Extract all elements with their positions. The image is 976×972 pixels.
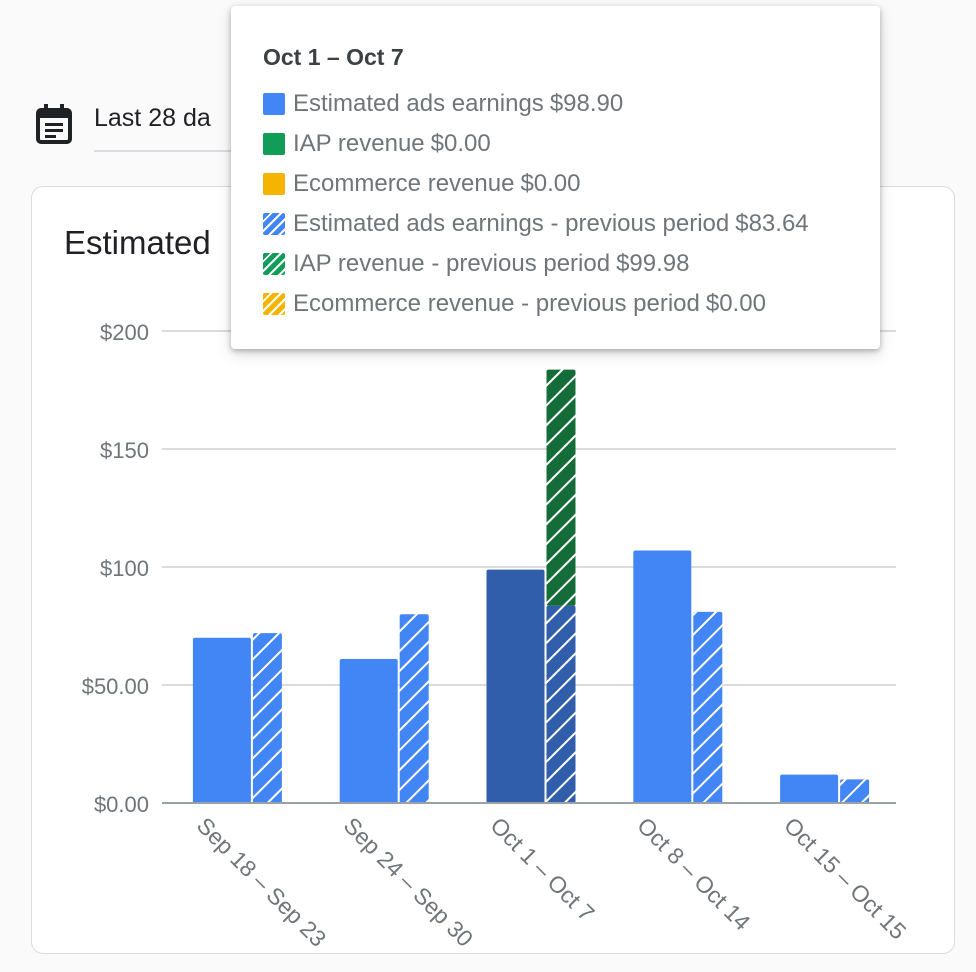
x-tick-label: Oct 15 – Oct 15 [779, 812, 911, 944]
y-tick-label: $0.00 [94, 792, 149, 817]
bar-previous [399, 614, 429, 803]
x-tick-label: Oct 1 – Oct 7 [485, 812, 599, 926]
bar-previous [546, 605, 576, 803]
bar-current [486, 569, 545, 803]
bar-current [339, 659, 398, 803]
tooltip-row-label: Estimated ads earnings - previous period [293, 210, 730, 237]
tooltip-row-value: $0.00 [520, 170, 581, 197]
x-tick-label: Sep 18 – Sep 23 [192, 812, 332, 952]
legend-swatch [263, 173, 285, 195]
legend-swatch [263, 133, 285, 155]
date-range-label[interactable]: Last 28 da [94, 104, 211, 132]
date-range-underline [94, 150, 294, 152]
bar-previous [693, 611, 723, 803]
tooltip-row: Ecommerce revenue $0.00 [263, 164, 880, 204]
tooltip-row-label: Estimated ads earnings [293, 90, 544, 117]
date-range-selector[interactable]: Last 28 da [36, 104, 294, 154]
bar-current [633, 550, 692, 803]
chart-tooltip: Oct 1 – Oct 7 Estimated ads earnings $98.… [231, 6, 880, 349]
tooltip-row-label: Ecommerce revenue - previous period [293, 290, 700, 317]
tooltip-row-value: $83.64 [735, 210, 809, 237]
tooltip-row: IAP revenue $0.00 [263, 124, 880, 164]
tooltip-title: Oct 1 – Oct 7 [263, 44, 404, 70]
tooltip-row-label: IAP revenue - previous period [293, 250, 611, 277]
tooltip-row: IAP revenue - previous period $99.98 [263, 244, 880, 284]
tooltip-row-value: $99.98 [616, 250, 690, 277]
calendar-icon [36, 104, 72, 144]
y-tick-label: $50.00 [82, 674, 149, 699]
tooltip-row-value: $0.00 [705, 290, 766, 317]
tooltip-row-value: $0.00 [430, 130, 491, 157]
tooltip-row: Estimated ads earnings $98.90 [263, 84, 880, 124]
tooltip-row-value: $98.90 [549, 90, 624, 117]
tooltip-row: Estimated ads earnings - previous period… [263, 204, 880, 244]
bar-previous [840, 779, 870, 803]
y-tick-label: $100 [100, 556, 149, 581]
legend-swatch [263, 213, 285, 235]
x-tick-label: Oct 8 – Oct 14 [632, 812, 755, 935]
legend-swatch [263, 253, 285, 275]
y-tick-label: $150 [100, 438, 149, 463]
tooltip-rows: Estimated ads earnings $98.90 IAP revenue $… [263, 84, 880, 324]
y-tick-label: $200 [100, 320, 149, 345]
bar-previous [546, 369, 576, 606]
x-tick-label: Sep 24 – Sep 30 [339, 812, 479, 952]
bar-current [192, 637, 251, 803]
legend-swatch [263, 293, 285, 315]
bar-previous [252, 633, 282, 803]
tooltip-row: Ecommerce revenue - previous period $0.00 [263, 284, 880, 324]
card-title: Estimated [64, 224, 211, 261]
legend-swatch [263, 93, 285, 115]
tooltip-row-label: IAP revenue [293, 130, 425, 157]
bar-current [780, 774, 839, 803]
tooltip-row-label: Ecommerce revenue [293, 170, 515, 197]
